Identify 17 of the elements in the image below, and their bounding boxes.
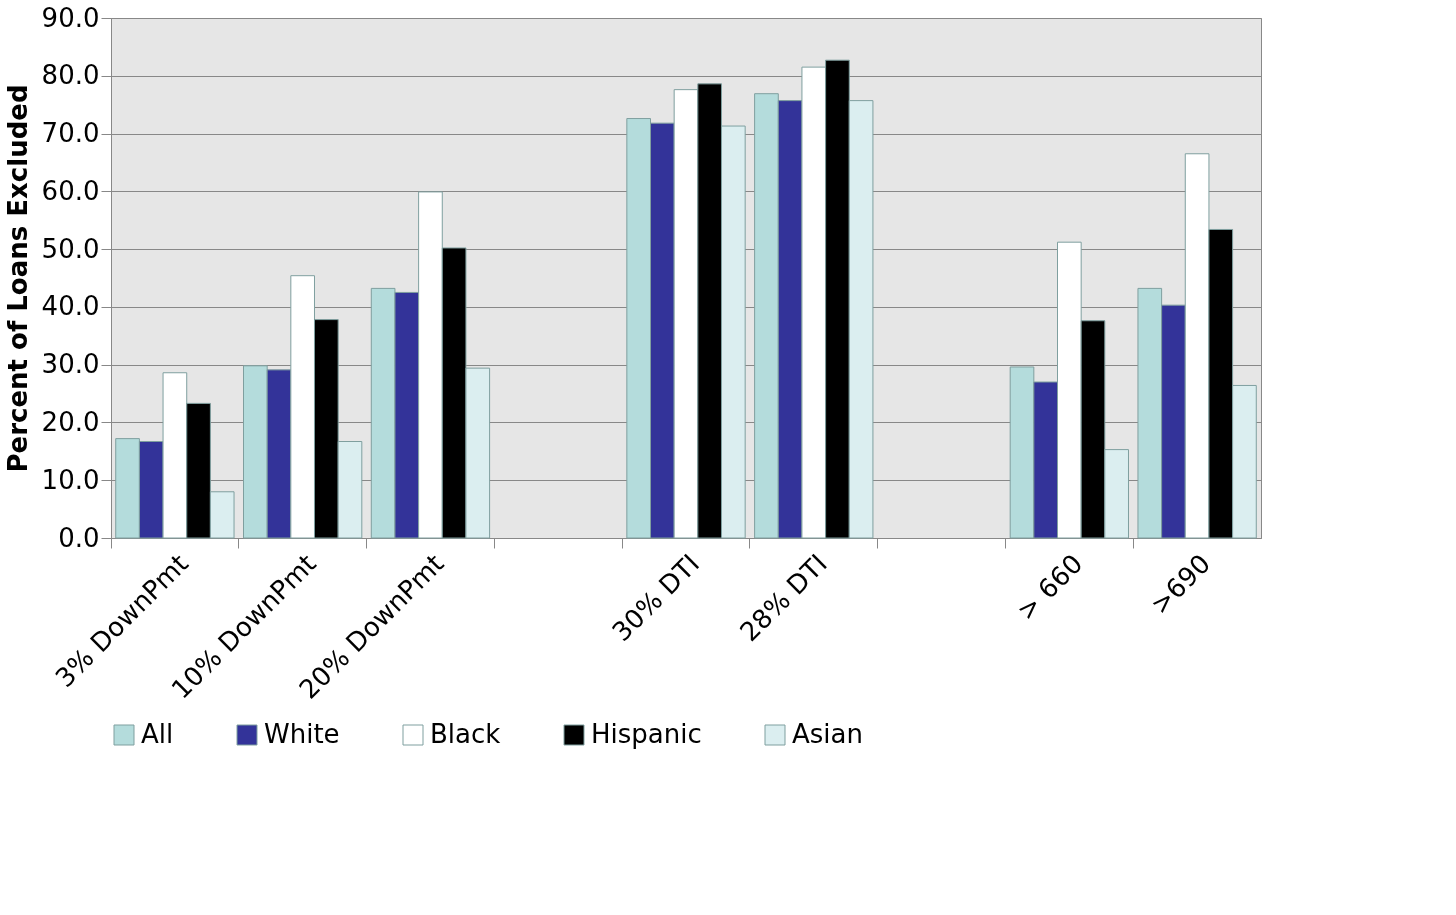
legend-label: Hispanic bbox=[591, 719, 702, 749]
x-tick-label: > 660 bbox=[1010, 548, 1089, 626]
y-tick-label: 20.0 bbox=[41, 406, 100, 437]
y-tick-label: 30.0 bbox=[41, 349, 100, 380]
y-tick-label: 90.0 bbox=[41, 2, 100, 33]
y-tick-label: 70.0 bbox=[41, 118, 100, 149]
y-axis-title: Percent of Loans Excluded bbox=[2, 84, 33, 473]
y-tick-label: 0.0 bbox=[58, 522, 100, 553]
y-tick-label: 50.0 bbox=[41, 233, 100, 264]
y-tick-label: 10.0 bbox=[41, 464, 100, 495]
legend-label: All bbox=[141, 719, 174, 749]
y-tick-label: 60.0 bbox=[41, 175, 100, 206]
legend-label: Asian bbox=[792, 719, 863, 749]
y-tick-label: 40.0 bbox=[41, 291, 100, 322]
legend-label: White bbox=[264, 719, 340, 749]
legend-label: Black bbox=[430, 719, 501, 749]
y-tick-label: 80.0 bbox=[41, 60, 100, 91]
